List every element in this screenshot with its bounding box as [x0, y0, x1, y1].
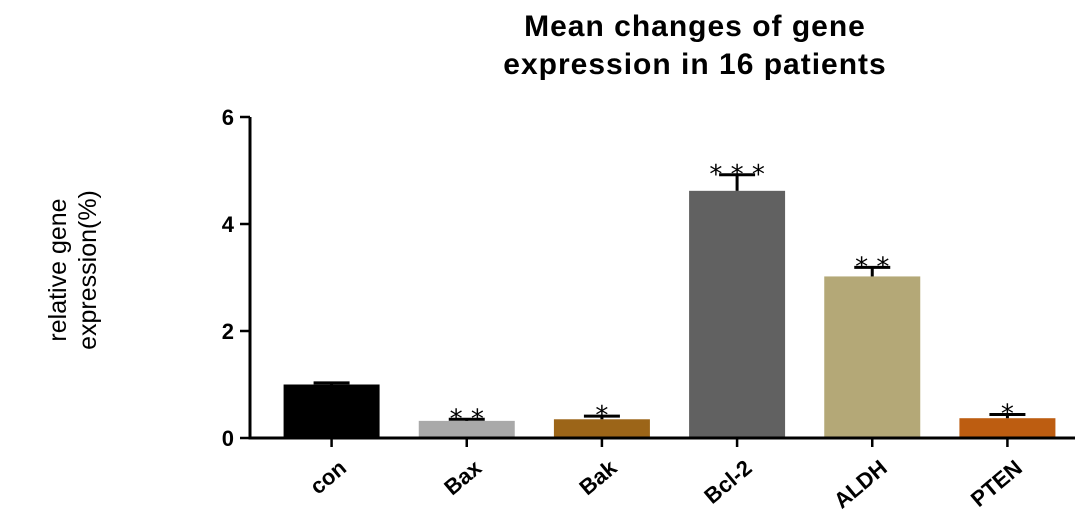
bar-ALDH: [824, 276, 921, 438]
bar-Bcl-2: [689, 190, 786, 438]
y-axis-label-line-1: relative gene: [44, 198, 72, 341]
bar-PTEN: [959, 418, 1056, 438]
x-tick-label-ALDH: ALDH: [829, 455, 892, 513]
significance-label-Bak: *: [595, 401, 608, 431]
bar-Bax: [418, 420, 515, 438]
y-tick-label: 0: [222, 426, 234, 451]
x-tick-label-Bcl-2: Bcl-2: [699, 455, 756, 509]
x-tick-label-Bak: Bak: [574, 454, 622, 500]
significance-label-PTEN: *: [1001, 399, 1014, 429]
bar-Bak: [553, 419, 650, 438]
chart-title-line-1: Mean changes of gene: [524, 10, 866, 43]
y-tick-label: 4: [222, 212, 235, 237]
plot-area: con * * Bax * Bak * * * Bcl-2 * * ALDH * PTEN 0 2 4 6: [222, 105, 1075, 513]
x-tick-label-Bax: Bax: [439, 454, 487, 500]
x-tick-label-con: con: [305, 455, 351, 499]
significance-label-Bax: * *: [450, 404, 484, 434]
significance-label-Bcl-2: * * *: [709, 160, 765, 190]
significance-label-ALDH: * *: [855, 252, 889, 282]
y-tick-label: 2: [222, 319, 234, 344]
bar-con: [283, 384, 380, 438]
x-tick-label-PTEN: PTEN: [966, 455, 1027, 512]
y-tick-label: 6: [222, 105, 234, 130]
chart-title-line-2: expression in 16 patients: [503, 48, 886, 81]
y-axis-label-line-2: expression(%): [74, 190, 102, 350]
